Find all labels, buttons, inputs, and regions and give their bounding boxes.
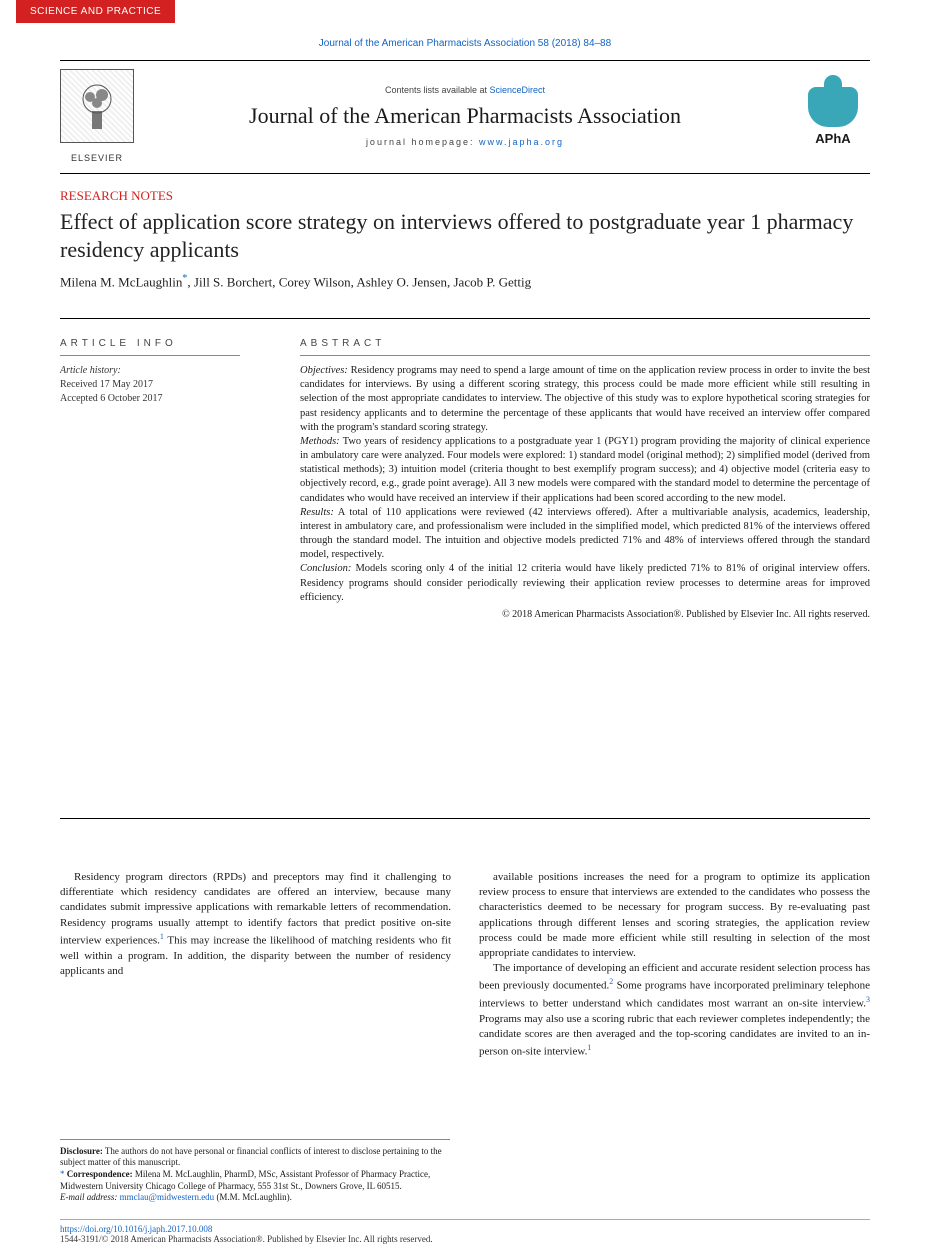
disclosure-line: Disclosure: The authors do not have pers… xyxy=(60,1146,450,1169)
email-label: E-mail address: xyxy=(60,1192,117,1202)
methods-text: Two years of residency applications to a… xyxy=(300,436,870,504)
elsevier-label: ELSEVIER xyxy=(71,153,123,163)
objectives-label: Objectives: xyxy=(300,365,348,376)
authors-rest: , Jill S. Borchert, Corey Wilson, Ashley… xyxy=(187,274,531,289)
sciencedirect-link[interactable]: ScienceDirect xyxy=(490,85,546,95)
footnote-block: Disclosure: The authors do not have pers… xyxy=(60,1139,450,1204)
conclusion-label: Conclusion: xyxy=(300,563,351,574)
body-columns: Residency program directors (RPDs) and p… xyxy=(60,870,870,1060)
body-column-left: Residency program directors (RPDs) and p… xyxy=(60,870,451,1060)
doi-link[interactable]: https://doi.org/10.1016/j.japh.2017.10.0… xyxy=(60,1224,870,1234)
contents-available-line: Contents lists available at ScienceDirec… xyxy=(134,85,796,95)
abstract-heading: ABSTRACT xyxy=(300,338,870,349)
disclosure-label: Disclosure: xyxy=(60,1146,103,1156)
elsevier-tree-icon xyxy=(60,69,134,143)
abstract-column: ABSTRACT Objectives: Residency programs … xyxy=(300,338,870,620)
publisher-center: Contents lists available at ScienceDirec… xyxy=(134,85,796,147)
objectives-text: Residency programs may need to spend a l… xyxy=(300,365,870,433)
body-column-right: available positions increases the need f… xyxy=(479,870,870,1060)
ref-1b[interactable]: 1 xyxy=(587,1043,591,1052)
contents-prefix: Contents lists available at xyxy=(385,85,490,95)
results-text: A total of 110 applications were reviewe… xyxy=(300,507,870,561)
rule-below-abstract xyxy=(60,818,870,819)
publisher-box: ELSEVIER Contents lists available at Sci… xyxy=(60,60,870,174)
body-para-1: Residency program directors (RPDs) and p… xyxy=(60,870,451,979)
homepage-link[interactable]: www.japha.org xyxy=(479,137,564,147)
article-info-heading: ARTICLE INFO xyxy=(60,338,260,349)
homepage-line: journal homepage: www.japha.org xyxy=(134,137,796,147)
corr-label: Correspondence: xyxy=(67,1169,133,1179)
results-label: Results: xyxy=(300,507,334,518)
methods-label: Methods: xyxy=(300,436,340,447)
apha-logo-block: APhA xyxy=(796,79,870,153)
article-title: Effect of application score strategy on … xyxy=(60,208,870,263)
conclusion-text: Models scoring only 4 of the initial 12 … xyxy=(300,563,870,602)
mortar-pestle-icon xyxy=(808,87,858,127)
section-tab: SCIENCE AND PRACTICE xyxy=(16,0,175,23)
body-para-3: The importance of developing an efficien… xyxy=(479,961,870,1060)
email-suffix: (M.M. McLaughlin). xyxy=(214,1192,292,1202)
homepage-prefix: journal homepage: xyxy=(366,137,479,147)
body-para-2: available positions increases the need f… xyxy=(479,870,870,961)
article-info-column: ARTICLE INFO Article history: Received 1… xyxy=(60,338,260,406)
email-link[interactable]: mmclau@midwestern.edu xyxy=(120,1192,215,1202)
abstract-body: Objectives: Residency programs may need … xyxy=(300,364,870,605)
journal-name: Journal of the American Pharmacists Asso… xyxy=(134,103,796,129)
article-history: Article history: Received 17 May 2017 Ac… xyxy=(60,364,260,406)
author-list: Milena M. McLaughlin*, Jill S. Borchert,… xyxy=(60,272,870,292)
history-label: Article history: xyxy=(60,364,260,378)
rule-above-abstract xyxy=(60,318,870,319)
ref-3[interactable]: 3 xyxy=(866,995,870,1004)
corr-star: * xyxy=(60,1169,67,1179)
received-date: Received 17 May 2017 xyxy=(60,378,260,392)
abstract-copyright: © 2018 American Pharmacists Association®… xyxy=(300,609,870,620)
issn-copyright: 1544-3191/© 2018 American Pharmacists As… xyxy=(60,1234,870,1244)
correspondence-line: * Correspondence: Milena M. McLaughlin, … xyxy=(60,1169,450,1192)
abstract-rule xyxy=(300,355,870,356)
email-line: E-mail address: mmclau@midwestern.edu (M… xyxy=(60,1192,450,1204)
article-info-rule xyxy=(60,355,240,356)
author-corresponding: Milena M. McLaughlin xyxy=(60,274,182,289)
disclosure-text: The authors do not have personal or fina… xyxy=(60,1146,442,1168)
elsevier-block: ELSEVIER xyxy=(60,69,134,163)
body-text-3c: Programs may also use a scoring rubric t… xyxy=(479,1013,870,1058)
top-citation: Journal of the American Pharmacists Asso… xyxy=(0,38,930,49)
accepted-date: Accepted 6 October 2017 xyxy=(60,392,260,406)
page-footer: https://doi.org/10.1016/j.japh.2017.10.0… xyxy=(60,1219,870,1244)
article-type-label: RESEARCH NOTES xyxy=(60,188,173,204)
apha-label: APhA xyxy=(815,131,850,146)
